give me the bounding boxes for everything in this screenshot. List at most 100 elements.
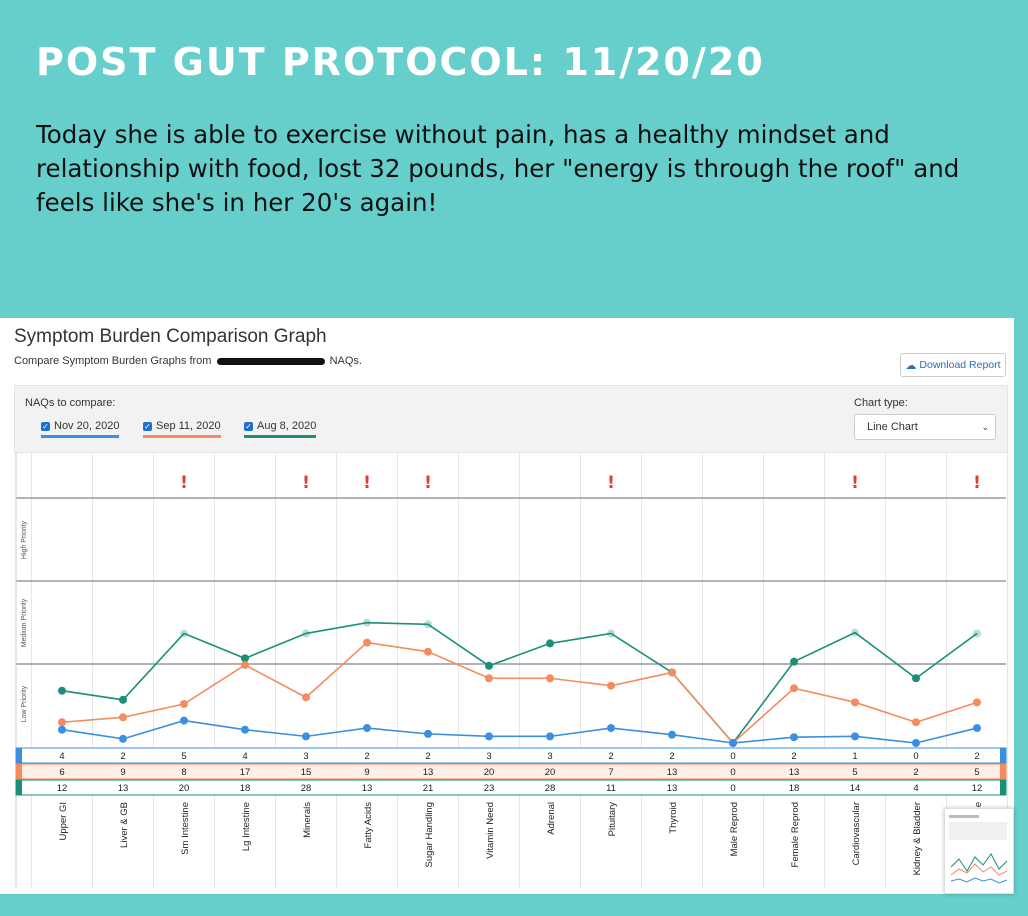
- series-line-0: [61, 719, 978, 744]
- data-point: [912, 739, 920, 747]
- table-cell: 2: [364, 751, 369, 762]
- table-cell: 3: [547, 751, 552, 762]
- naq-checkbox-sep[interactable]: ✓ Sep 11, 2020: [143, 420, 221, 438]
- table-cell: 28: [545, 783, 556, 794]
- table-cell: 0: [913, 751, 918, 762]
- series-line-1: [61, 641, 978, 745]
- table-cell: 2: [974, 751, 979, 762]
- data-point: [241, 654, 249, 663]
- naqs-compare-label: NAQs to compare:: [25, 397, 116, 409]
- warning-marker: !: [424, 473, 432, 493]
- table-cell: 2: [913, 767, 918, 778]
- table-cell: 9: [364, 767, 369, 778]
- data-point: [546, 732, 554, 741]
- data-point: [363, 638, 371, 647]
- category-label: Liver & GB: [119, 802, 130, 848]
- category-label: Lg Intestine: [241, 802, 252, 851]
- row-color-tab: [1000, 748, 1006, 763]
- data-point: [668, 668, 676, 677]
- table-cell: 2: [608, 751, 613, 762]
- table-cell: 23: [484, 783, 495, 794]
- table-cell: 28: [301, 783, 312, 794]
- category-label: Male Reprod: [729, 802, 740, 856]
- table-cell: 21: [423, 783, 434, 794]
- row-color-tab: [1000, 780, 1006, 795]
- report-thumbnail[interactable]: [944, 808, 1014, 894]
- chart-type-value: Line Chart: [867, 421, 918, 433]
- data-point: [546, 674, 554, 683]
- category-label: Pituitary: [607, 802, 618, 837]
- data-point: [180, 716, 188, 725]
- row-color-tab: [1000, 764, 1006, 779]
- priority-band-label: High Priority: [21, 520, 28, 559]
- table-cell: 20: [179, 783, 190, 794]
- warning-marker: !: [363, 473, 371, 493]
- symptom-burden-chart: Low Priority Medium Priority High Priority…: [15, 452, 1008, 888]
- naq-label-aug: Aug 8, 2020: [257, 420, 317, 432]
- table-cell: 9: [120, 767, 125, 778]
- data-point: [424, 620, 432, 629]
- checkbox-checked-icon: ✓: [41, 421, 50, 431]
- compare-controls: NAQs to compare: ✓ Nov 20, 2020 ✓ Sep 11…: [14, 385, 1008, 453]
- row-color-tab: [16, 780, 22, 795]
- table-cell: 14: [850, 783, 861, 794]
- table-cell: 2: [425, 751, 430, 762]
- table-cell: 4: [913, 783, 918, 794]
- series-line-2: [61, 621, 978, 745]
- subtitle-prefix: Compare Symptom Burden Graphs from: [14, 355, 212, 367]
- download-report-button[interactable]: ☁ Download Report: [900, 353, 1006, 377]
- row-color-tab: [16, 748, 22, 763]
- chart-type-select[interactable]: Line Chart ⌄: [854, 414, 996, 440]
- warning-marker: !: [302, 473, 310, 493]
- category-label: Upper GI: [58, 802, 69, 841]
- data-point: [729, 739, 737, 747]
- table-cell: 17: [240, 767, 251, 778]
- table-cell: 5: [974, 767, 979, 778]
- table-cell: 2: [669, 751, 674, 762]
- data-point: [424, 647, 432, 656]
- data-point: [363, 618, 371, 627]
- category-label: Kidney & Bladder: [912, 802, 923, 875]
- table-cell: 3: [486, 751, 491, 762]
- data-point: [302, 693, 310, 702]
- checkbox-checked-icon: ✓: [244, 421, 253, 431]
- data-point: [912, 718, 920, 727]
- table-cell: 1: [852, 751, 857, 762]
- naq-checkbox-aug[interactable]: ✓ Aug 8, 2020: [244, 420, 317, 438]
- data-point: [58, 718, 66, 727]
- table-cell: 13: [362, 783, 373, 794]
- table-cell: 20: [484, 767, 495, 778]
- table-cell: 13: [118, 783, 129, 794]
- chart-type-label: Chart type:: [854, 397, 908, 409]
- data-point: [302, 629, 310, 638]
- data-point: [851, 732, 859, 741]
- naq-label-sep: Sep 11, 2020: [156, 420, 221, 432]
- category-label: Vitamin Need: [485, 802, 496, 859]
- data-point: [790, 684, 798, 693]
- checkbox-checked-icon: ✓: [143, 421, 152, 431]
- category-label: Cardiovascular: [851, 802, 862, 865]
- data-point: [241, 725, 249, 734]
- data-point: [424, 729, 432, 738]
- data-point: [973, 724, 981, 733]
- data-point: [912, 674, 920, 683]
- category-label: Thyroid: [668, 802, 679, 834]
- table-cell: 2: [120, 751, 125, 762]
- data-point: [58, 686, 66, 695]
- table-cell: 18: [789, 783, 800, 794]
- cloud-download-icon: ☁: [905, 359, 917, 372]
- data-point: [485, 732, 493, 741]
- chevron-down-icon: ⌄: [981, 421, 989, 432]
- table-cell: 13: [667, 783, 678, 794]
- table-cell: 7: [608, 767, 613, 778]
- data-point: [973, 698, 981, 707]
- data-point: [180, 629, 188, 638]
- priority-band-label: Medium Priority: [21, 598, 28, 647]
- story-text: Today she is able to exercise without pa…: [36, 120, 960, 217]
- symptom-burden-panel: Symptom Burden Comparison Graph Compare …: [0, 318, 1014, 894]
- naq-checkbox-nov[interactable]: ✓ Nov 20, 2020: [41, 420, 120, 438]
- table-cell: 5: [181, 751, 186, 762]
- table-cell: 11: [606, 783, 616, 794]
- table-cell: 12: [57, 783, 68, 794]
- data-point: [607, 724, 615, 733]
